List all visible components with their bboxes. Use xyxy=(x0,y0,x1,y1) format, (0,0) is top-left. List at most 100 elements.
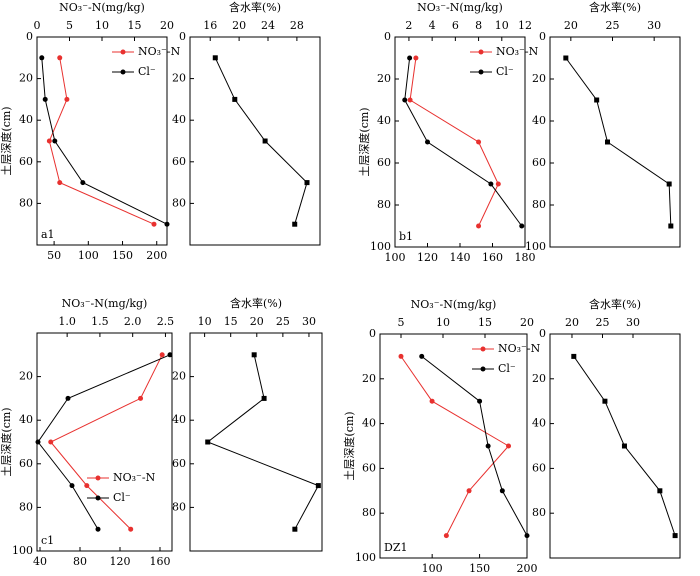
y-tick-label: 40 xyxy=(172,113,186,126)
point xyxy=(429,398,435,404)
y-tick-label: 40 xyxy=(532,114,546,127)
y-tick-label: 20 xyxy=(362,372,376,385)
point xyxy=(413,55,419,61)
point xyxy=(476,139,482,145)
point xyxy=(315,483,321,489)
x-tick-label: 4 xyxy=(429,19,436,32)
point xyxy=(499,488,505,494)
x-tick-label: 30 xyxy=(647,19,661,32)
point xyxy=(407,97,413,103)
x-tick-label: 100 xyxy=(422,562,443,575)
x-tick-label: 0 xyxy=(34,19,41,32)
legend-marker xyxy=(478,49,484,55)
series-line xyxy=(404,57,523,227)
x-tick-label: 100 xyxy=(385,251,406,264)
point xyxy=(151,221,157,227)
y-tick-label: 80 xyxy=(362,506,376,519)
plot-frame xyxy=(189,36,321,246)
y-axis-title: 土层深度(cm) xyxy=(357,107,371,176)
point xyxy=(443,533,449,539)
x-tick-label: 10 xyxy=(495,19,509,32)
point xyxy=(35,439,41,445)
point xyxy=(621,443,627,449)
point xyxy=(419,353,425,359)
y-tick-label: 0 xyxy=(26,30,33,43)
y-tick-label: 0 xyxy=(384,30,391,43)
legend-marker xyxy=(95,495,101,501)
x-tick-label: 25 xyxy=(595,316,609,329)
series-line xyxy=(206,354,320,530)
x-axis-title: NO₃⁻-N(mg/kg) xyxy=(411,298,497,311)
y-tick-label: 60 xyxy=(362,461,376,474)
point xyxy=(466,488,472,494)
x-tick-label: 10 xyxy=(198,315,212,328)
x-axis-title: NO₃⁻-N(mg/kg) xyxy=(417,1,503,14)
panel-label: DZ1 xyxy=(384,541,407,554)
x-tick-label: 6 xyxy=(452,19,459,32)
series-line xyxy=(41,57,168,225)
point xyxy=(666,181,672,187)
x-tick-label: 20 xyxy=(520,316,534,329)
point xyxy=(594,97,600,103)
y-tick-label: 80 xyxy=(172,196,186,209)
y-tick-label: 40 xyxy=(377,114,391,127)
y-tick-label: 0 xyxy=(369,327,376,340)
point xyxy=(488,181,494,187)
x-axis-title: NO₃⁻-N(mg/kg) xyxy=(62,297,148,310)
point xyxy=(64,96,70,102)
x-tick-label: 1.5 xyxy=(91,315,109,328)
y-tick-label: 100 xyxy=(370,240,391,253)
x-tick-label: 28 xyxy=(290,19,304,32)
y-tick-label: 60 xyxy=(532,156,546,169)
x-tick-label: 2 xyxy=(405,19,412,32)
y-tick-label: 60 xyxy=(172,457,186,470)
y-tick-label: 20 xyxy=(377,72,391,85)
x-tick-label: 8 xyxy=(475,19,482,32)
point xyxy=(398,353,404,359)
y-tick-label: 100 xyxy=(355,551,376,564)
y-tick-label: 60 xyxy=(377,156,391,169)
legend-marker xyxy=(120,69,126,75)
x-tick-label: 100 xyxy=(78,249,99,262)
y-tick-label: 20 xyxy=(19,72,33,85)
point xyxy=(605,139,610,145)
x-tick-label: 10 xyxy=(436,316,450,329)
point xyxy=(57,55,63,61)
x-tick-label: 25 xyxy=(276,315,290,328)
legend-label: Cl⁻ xyxy=(498,362,516,375)
plot-frame xyxy=(549,333,681,559)
point xyxy=(84,483,90,489)
legend-label: NO₃⁻-N xyxy=(498,342,541,355)
x-tick-label: 30 xyxy=(302,315,316,328)
x-tick-label: 15 xyxy=(224,315,238,328)
x-axis-title: NO₃⁻-N(mg/kg) xyxy=(59,1,145,14)
point xyxy=(52,138,58,144)
y-tick-label: 20 xyxy=(172,72,186,85)
point xyxy=(292,526,298,532)
x-axis-title: 含水率(%) xyxy=(230,296,282,310)
point xyxy=(128,526,134,532)
y-tick-label: 20 xyxy=(19,370,33,383)
x-tick-label: 20 xyxy=(232,19,246,32)
point xyxy=(164,221,170,227)
series-line xyxy=(214,57,308,225)
y-tick-label: 60 xyxy=(172,155,186,168)
y-tick-label: 100 xyxy=(525,240,546,253)
y-tick-label: 40 xyxy=(19,113,33,126)
y-tick-label: 60 xyxy=(532,461,546,474)
y-tick-label: 40 xyxy=(532,417,546,430)
series-line xyxy=(409,57,499,227)
y-tick-label: 80 xyxy=(19,196,33,209)
point xyxy=(57,180,63,186)
point xyxy=(304,180,310,186)
y-tick-label: 40 xyxy=(362,417,376,430)
x-tick-label: 20 xyxy=(564,19,578,32)
point xyxy=(524,533,530,539)
y-tick-label: 0 xyxy=(539,327,546,340)
x-tick-label: 5 xyxy=(398,316,405,329)
y-tick-label: 80 xyxy=(172,500,186,513)
panel-label: a1 xyxy=(41,228,55,241)
y-tick-label: 40 xyxy=(172,413,186,426)
x-tick-label: 16 xyxy=(203,19,217,32)
x-tick-label: 1.0 xyxy=(58,315,76,328)
